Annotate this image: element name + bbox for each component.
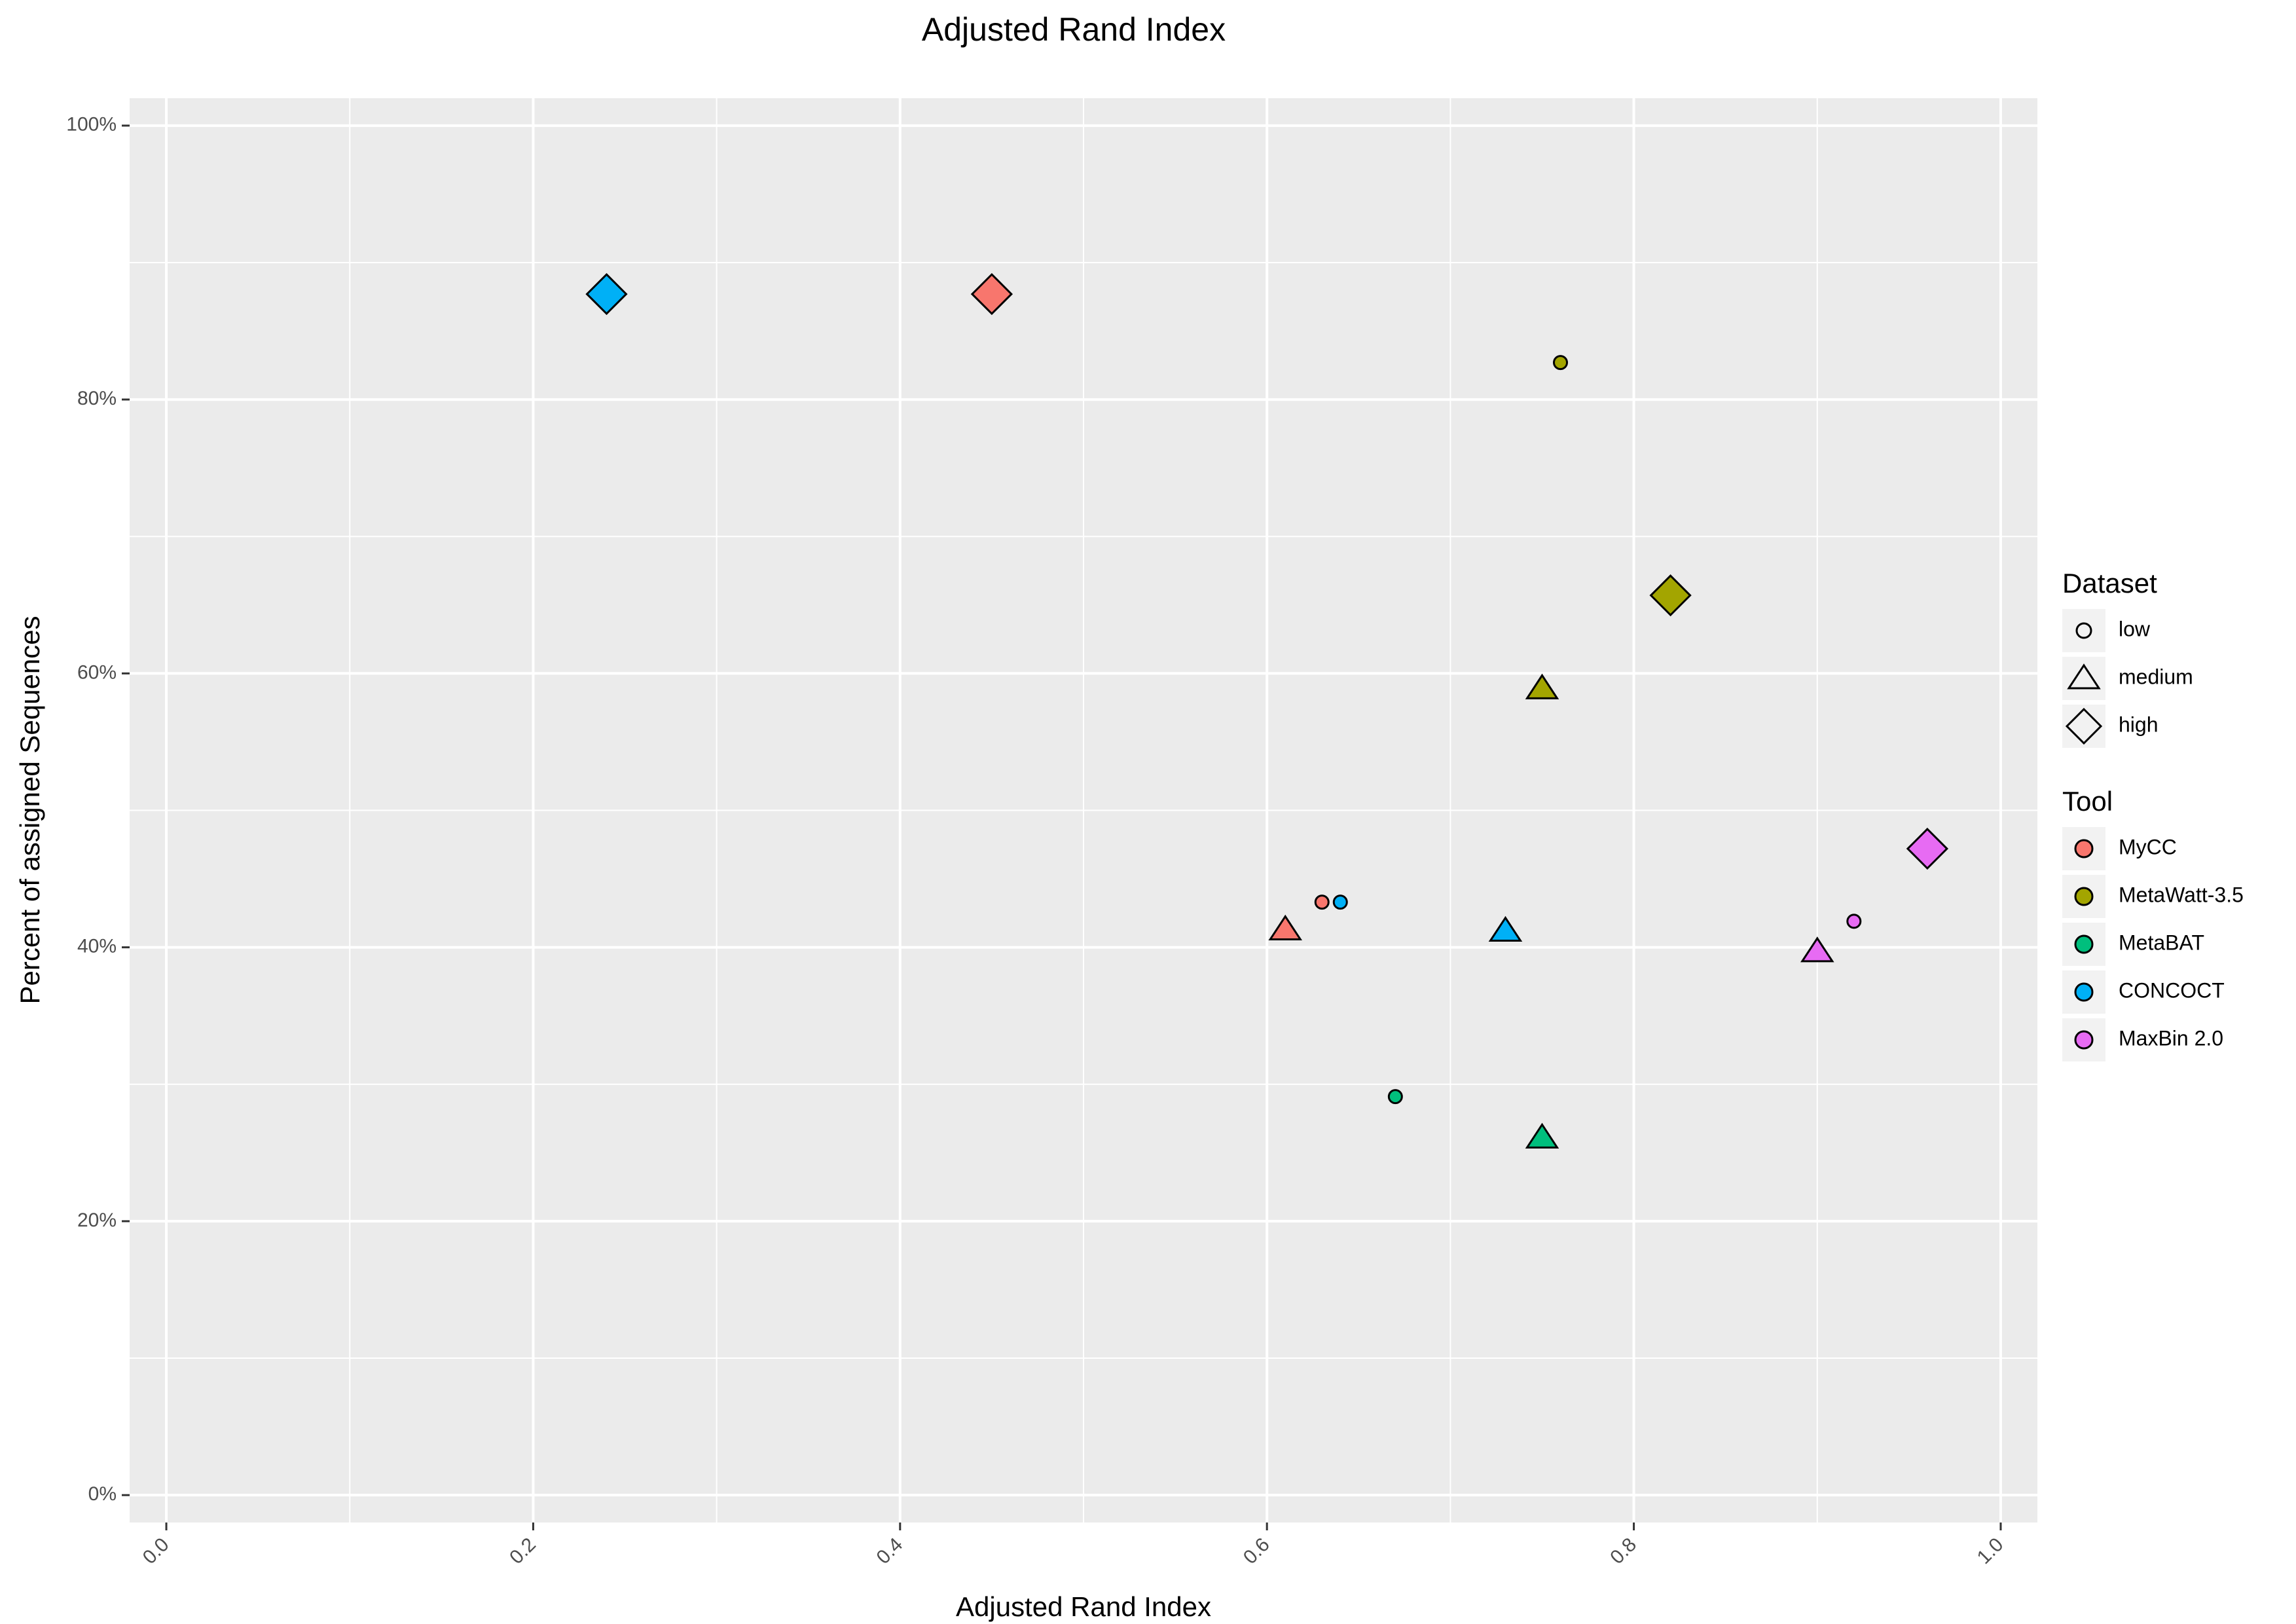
- data-point: [1649, 574, 1692, 617]
- legend-color-swatch: [2074, 982, 2094, 1002]
- data-point: [1268, 914, 1302, 940]
- legend-tool-label: MyCC: [2119, 835, 2177, 858]
- legend-tool-label: MetaWatt-3.5: [2119, 883, 2244, 906]
- data-point: [1553, 355, 1568, 371]
- y-tick-label: 60%: [77, 661, 117, 683]
- legend-shape-symbol: [2067, 663, 2101, 690]
- data-point: [1800, 936, 1834, 963]
- x-tick-label: 0.6: [1239, 1534, 1274, 1568]
- data-point: [1387, 1089, 1403, 1105]
- data-point: [1314, 895, 1330, 910]
- legend-tool-label: MaxBin 2.0: [2119, 1026, 2223, 1050]
- chart-title: Adjusted Rand Index: [922, 11, 1226, 48]
- x-tick-label: 0.4: [873, 1534, 907, 1568]
- data-point: [585, 272, 628, 316]
- data-point: [1906, 827, 1949, 870]
- legend-key-box: [2062, 609, 2105, 652]
- legend-color-swatch: [2074, 934, 2094, 954]
- legend-tool-label: CONCOCT: [2119, 978, 2225, 1002]
- data-point: [1488, 915, 1523, 942]
- legend-dataset-title: Dataset: [2062, 568, 2157, 599]
- y-axis-title: Percent of assigned Sequences: [14, 616, 45, 1004]
- legend-tool-title: Tool: [2062, 786, 2113, 817]
- legend-shape-symbol: [2075, 622, 2092, 639]
- legend-tool-label: MetaBAT: [2119, 931, 2204, 954]
- data-points: [585, 272, 1949, 1149]
- legend-dataset-label: medium: [2119, 665, 2193, 688]
- y-axis: 0% 20% 40% 60% 80% 100%: [66, 114, 130, 1505]
- data-point: [1332, 895, 1348, 910]
- x-axis-title: Adjusted Rand Index: [956, 1591, 1211, 1622]
- y-tick-label: 100%: [66, 114, 117, 136]
- grid-lines: [130, 98, 2037, 1522]
- data-point: [970, 272, 1013, 316]
- data-point: [1846, 913, 1862, 929]
- y-tick-label: 40%: [77, 936, 117, 957]
- legend-dataset-label: high: [2119, 712, 2159, 736]
- x-tick-label: 0.8: [1606, 1534, 1641, 1568]
- legend-color-swatch: [2074, 839, 2094, 858]
- legend-key-box: [2062, 705, 2105, 748]
- data-point: [1525, 673, 1559, 699]
- x-tick-label: 1.0: [1973, 1534, 2008, 1568]
- x-tick-label: 0.2: [505, 1534, 540, 1568]
- legend-dataset-label: low: [2119, 617, 2151, 640]
- legend-dataset: Dataset low medium high: [2062, 568, 2193, 748]
- legend-shape-symbol: [2065, 707, 2103, 745]
- legend-key-box: [2062, 657, 2105, 700]
- y-tick-label: 20%: [77, 1209, 117, 1231]
- x-tick-label: 0.0: [139, 1534, 173, 1568]
- legend-tool: Tool MyCC MetaWatt-3.5 MetaBAT CONCOCT MaxBin…: [2062, 786, 2244, 1061]
- x-axis: 0.0 0.2 0.4 0.6 0.8 1.0: [139, 1522, 2008, 1568]
- data-point: [1525, 1122, 1559, 1149]
- y-tick-label: 0%: [88, 1483, 117, 1505]
- legend-color-swatch: [2074, 887, 2094, 906]
- legend-color-swatch: [2074, 1030, 2094, 1050]
- y-tick-label: 80%: [77, 388, 117, 409]
